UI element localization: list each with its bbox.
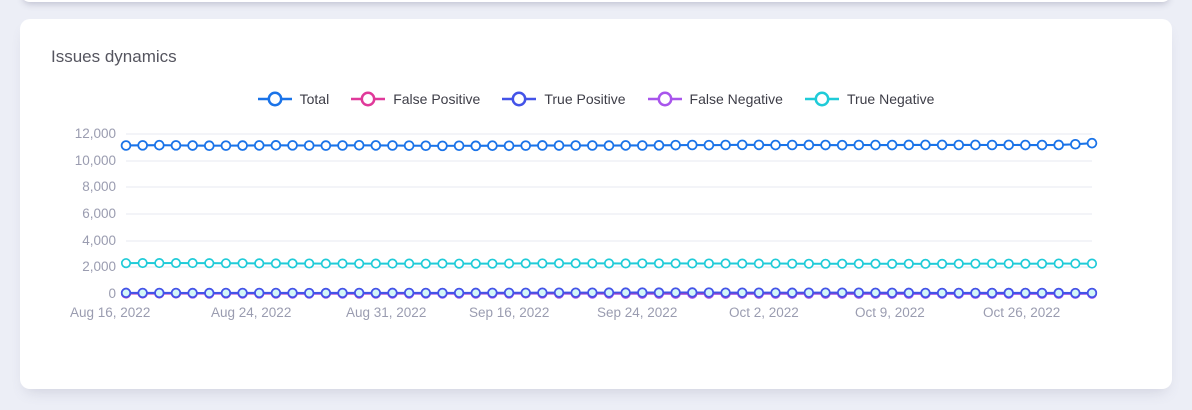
svg-text:Oct 9, 2022: Oct 9, 2022	[855, 305, 925, 320]
svg-text:10,000: 10,000	[75, 153, 116, 168]
svg-text:Oct 2, 2022: Oct 2, 2022	[729, 305, 799, 320]
svg-text:Oct 26, 2022: Oct 26, 2022	[983, 305, 1060, 320]
svg-text:4,000: 4,000	[82, 233, 116, 248]
svg-text:12,000: 12,000	[75, 126, 116, 141]
svg-text:Aug 16, 2022: Aug 16, 2022	[70, 305, 150, 320]
svg-text:Aug 24, 2022: Aug 24, 2022	[211, 305, 291, 320]
svg-text:Sep 16, 2022: Sep 16, 2022	[469, 305, 549, 320]
svg-text:6,000: 6,000	[82, 206, 116, 221]
svg-text:Sep 24, 2022: Sep 24, 2022	[597, 305, 677, 320]
svg-text:Aug 31, 2022: Aug 31, 2022	[346, 305, 426, 320]
svg-text:8,000: 8,000	[82, 179, 116, 194]
svg-text:0: 0	[108, 286, 116, 301]
svg-text:2,000: 2,000	[82, 259, 116, 274]
